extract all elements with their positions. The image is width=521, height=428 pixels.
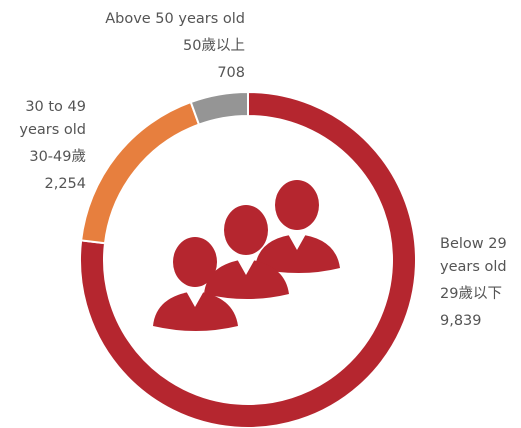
- label-group: Above 50 years old 50歲以上 708: [40, 8, 245, 89]
- donut: [79, 90, 417, 428]
- category-label: 30 to 49 years old: [19, 99, 86, 138]
- donut-segment: [80, 100, 201, 245]
- people-icon: [153, 180, 340, 331]
- donut-segment: [79, 90, 417, 428]
- category-label-zh: 30-49歲: [29, 149, 86, 165]
- category-label-zh: 29歲以下: [440, 286, 502, 302]
- value-label: 2,254: [44, 176, 86, 192]
- value-label: 9,839: [440, 313, 482, 329]
- label-group: 30 to 49 years old 30-49歲 2,254: [0, 96, 86, 200]
- donut-segment: [189, 90, 249, 126]
- category-label-zh: 50歲以上: [183, 38, 245, 54]
- category-label: Below 29 years old: [440, 236, 507, 275]
- value-label: 708: [217, 65, 245, 81]
- people-collars: [186, 234, 306, 307]
- label-group: Below 29 years old 29歲以下 9,839: [440, 233, 521, 337]
- category-label: Above 50 years old: [105, 11, 245, 27]
